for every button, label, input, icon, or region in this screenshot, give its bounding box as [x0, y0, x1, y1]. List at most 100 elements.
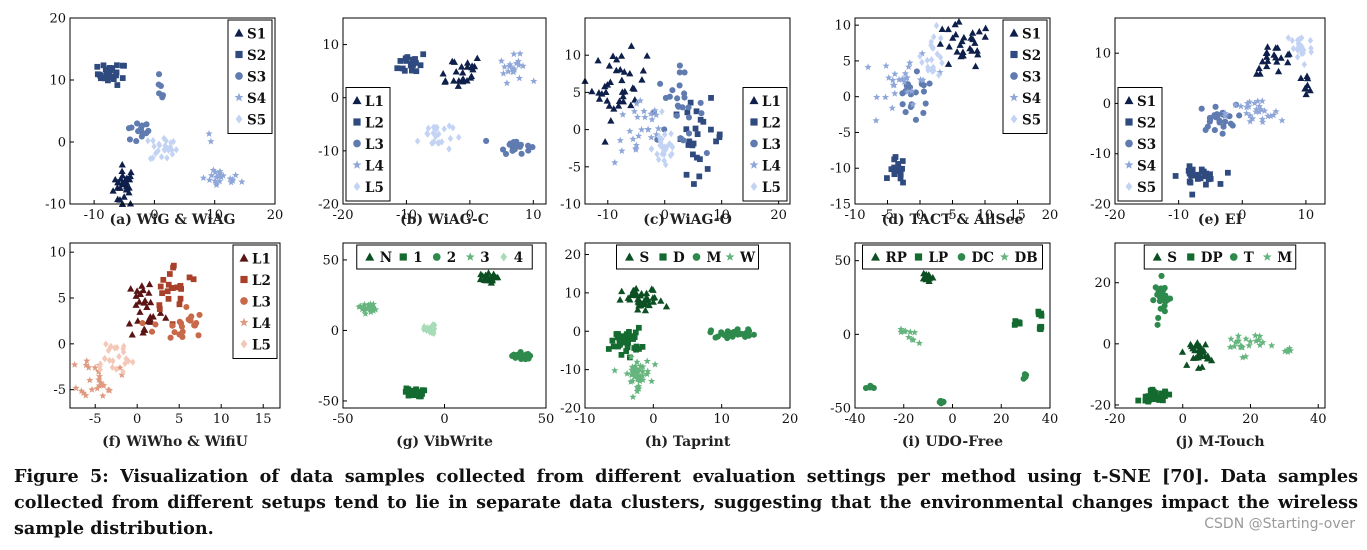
data-point	[1272, 53, 1280, 61]
data-point	[627, 334, 634, 341]
legend-box	[862, 244, 1043, 270]
legend-label: S4	[247, 91, 266, 107]
x-tick-label: -5	[89, 412, 102, 427]
data-point	[183, 303, 190, 311]
data-point	[394, 65, 401, 72]
data-point	[1162, 388, 1168, 395]
x-tick-label: 20	[1042, 208, 1059, 223]
data-point	[1186, 163, 1193, 170]
y-tick-label: 5	[58, 292, 66, 307]
data-point	[1201, 340, 1210, 348]
data-point	[905, 333, 913, 341]
data-point	[1222, 118, 1229, 125]
data-point	[618, 351, 625, 358]
panel-9: -40 -20 0 20 40 -50 0 50 RP LP DC DB (i) UDO-Free	[830, 242, 1058, 450]
data-point	[361, 310, 369, 317]
data-point	[903, 73, 911, 81]
data-point	[1232, 338, 1240, 346]
data-point	[139, 286, 147, 294]
legend-box	[616, 244, 759, 270]
data-point	[639, 367, 647, 375]
data-point	[613, 331, 620, 337]
data-point	[1295, 36, 1301, 44]
legend-label: L5	[365, 180, 384, 196]
x-tick-label: 0	[948, 412, 956, 427]
data-point	[79, 389, 87, 396]
data-point	[1188, 342, 1196, 350]
data-point	[1278, 116, 1286, 124]
data-point	[636, 346, 642, 352]
data-point	[171, 329, 178, 336]
axes-frame	[1114, 17, 1326, 205]
legend-label: L5	[762, 180, 781, 196]
data-point	[106, 356, 113, 364]
data-point	[643, 370, 651, 378]
data-point	[139, 130, 146, 138]
data-point	[157, 283, 164, 290]
legend-marker	[500, 252, 508, 262]
data-point	[620, 68, 628, 75]
data-point	[135, 298, 143, 305]
legend: S1 S2 S3 S4 S5	[227, 19, 273, 134]
data-point	[643, 52, 651, 59]
data-point	[618, 147, 626, 154]
data-point	[114, 343, 120, 352]
data-point	[1296, 39, 1302, 47]
legend: L1 L2 L3 L4 L5	[232, 244, 278, 359]
data-point	[513, 138, 520, 145]
data-point	[1264, 112, 1272, 120]
data-point	[713, 138, 719, 145]
data-point	[188, 313, 195, 320]
data-point	[413, 387, 419, 394]
x-tick-label: -20	[893, 412, 914, 427]
data-point	[412, 56, 418, 62]
panel-7: -50 0 50 -50 0 50 N 1 2 3 4 (g) VibWrite	[318, 242, 555, 450]
figure-caption: Figure 5: Visualization of data samples …	[14, 466, 1358, 539]
x-tick-label: 10	[206, 208, 223, 223]
data-point	[692, 125, 699, 132]
data-point	[931, 33, 937, 41]
data-point	[982, 24, 990, 32]
data-point	[1306, 86, 1314, 94]
data-point	[649, 294, 657, 301]
data-point	[644, 126, 652, 133]
data-point	[588, 87, 596, 95]
data-point	[639, 371, 647, 379]
data-point	[459, 69, 467, 76]
data-point	[91, 364, 99, 371]
data-point	[639, 67, 647, 74]
legend-marker	[1010, 72, 1018, 80]
legend-label: S3	[1137, 137, 1156, 153]
data-point	[669, 142, 675, 150]
data-point	[698, 110, 705, 117]
x-tick-label: 20	[267, 208, 284, 223]
data-point	[864, 63, 872, 71]
legend-label: N	[380, 250, 392, 266]
data-point	[659, 150, 665, 158]
data-point	[1196, 347, 1204, 355]
data-point	[920, 88, 927, 95]
x-tick-label: 50	[538, 412, 555, 427]
legend-label: S5	[1137, 180, 1156, 196]
data-point	[408, 67, 415, 74]
data-point	[901, 69, 909, 77]
data-point	[205, 130, 213, 137]
legend-label: T	[1244, 250, 1254, 266]
data-point	[674, 102, 681, 109]
data-point	[116, 184, 124, 191]
legend-marker	[352, 96, 362, 105]
data-point	[724, 334, 731, 342]
legend-label: L4	[762, 159, 781, 175]
data-point	[1258, 115, 1266, 123]
data-point	[953, 48, 961, 55]
legend-marker	[750, 139, 758, 148]
data-point	[729, 333, 736, 340]
legend-marker	[749, 96, 759, 105]
data-point	[867, 383, 874, 390]
data-point	[619, 92, 627, 100]
legend-label: 1	[413, 250, 422, 266]
data-point	[1194, 364, 1203, 371]
data-point	[114, 195, 122, 203]
data-point	[1161, 302, 1168, 309]
data-point	[912, 116, 919, 123]
